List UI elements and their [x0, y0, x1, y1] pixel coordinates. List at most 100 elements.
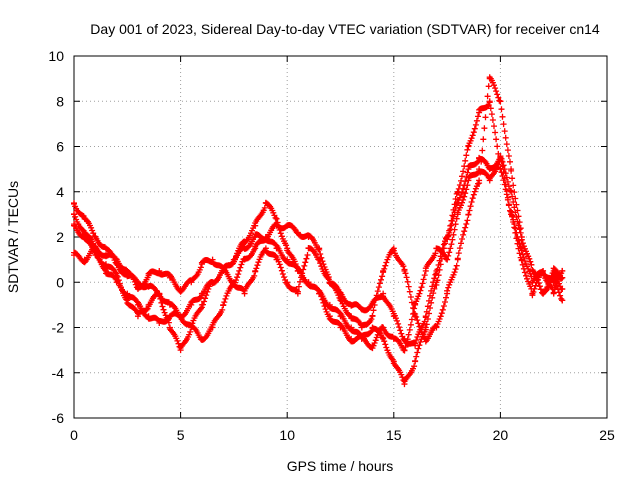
data-point: [433, 245, 440, 252]
series-trace-4: [71, 153, 566, 354]
data-point: [401, 347, 408, 354]
data-point: [422, 324, 429, 331]
data-point: [390, 358, 397, 365]
grid: [74, 56, 607, 418]
data-point: [465, 143, 472, 150]
data-point: [134, 286, 141, 293]
data-point: [305, 234, 312, 240]
x-tick-label: 20: [493, 427, 509, 443]
y-tick-label: 6: [56, 139, 64, 155]
data-point: [390, 245, 397, 252]
data-point: [390, 335, 397, 342]
data-point: [252, 267, 259, 274]
data-point: [380, 267, 387, 274]
data-point: [81, 215, 88, 222]
data-point: [188, 279, 195, 286]
data-point: [305, 245, 312, 252]
data-point: [508, 211, 515, 218]
data-point: [177, 286, 184, 293]
data-point: [156, 319, 163, 326]
data-point: [412, 301, 419, 308]
y-tick-label: 10: [48, 48, 64, 64]
data-point: [284, 245, 291, 252]
data-point: [337, 297, 344, 304]
data-point: [550, 267, 557, 274]
data-point: [454, 188, 461, 195]
data-point: [71, 222, 77, 229]
data-point: [284, 279, 291, 286]
data-point: [444, 234, 451, 240]
chart-title: Day 001 of 2023, Sidereal Day-to-day VTE…: [90, 21, 600, 37]
data-point: [358, 335, 365, 342]
data-point: [124, 290, 131, 297]
data-point: [433, 279, 440, 286]
data-point: [273, 256, 280, 263]
data-point: [294, 267, 301, 274]
data-point: [198, 335, 205, 342]
data-point: [326, 279, 333, 286]
data-point: [444, 256, 451, 263]
data-point: [134, 313, 141, 320]
data-point: [71, 211, 77, 218]
data-point: [71, 252, 77, 259]
y-tick-label: -4: [52, 365, 65, 381]
data-point: [476, 109, 483, 116]
data-point: [422, 335, 429, 342]
data-point: [102, 252, 109, 259]
series-trace-3: [71, 74, 566, 345]
data-point: [284, 256, 291, 263]
data-point: [348, 324, 355, 331]
data-point: [369, 324, 376, 331]
data-point: [529, 290, 536, 297]
data-point: [486, 166, 493, 173]
data-point: [358, 324, 365, 331]
data-point: [230, 256, 237, 263]
x-tick-label: 15: [386, 427, 402, 443]
data-point: [166, 324, 173, 331]
data-point: [390, 313, 397, 320]
series-trace-1: [71, 153, 566, 349]
data-point: [241, 245, 248, 252]
data-point: [124, 267, 131, 274]
data-point: [316, 256, 323, 263]
data-point: [262, 234, 269, 240]
data-point: [540, 267, 547, 274]
data-point: [113, 279, 120, 286]
data-point: [177, 347, 184, 354]
data-point: [166, 313, 173, 320]
data-point: [380, 324, 387, 331]
data-point: [102, 245, 109, 252]
data-point: [476, 154, 483, 161]
data-point: [284, 222, 291, 229]
data-point: [412, 358, 419, 365]
data-point: [241, 238, 248, 245]
data-point: [230, 279, 237, 286]
data-point: [540, 290, 547, 297]
data-point: [198, 290, 205, 297]
data-point: [444, 290, 451, 297]
data-point: [348, 335, 355, 342]
data-point: [358, 306, 365, 313]
y-tick-label: 0: [56, 274, 64, 290]
data-point: [559, 297, 566, 304]
data-point: [559, 267, 566, 274]
data-point: [486, 75, 493, 82]
data-point: [209, 279, 216, 286]
y-tick-label: 8: [56, 93, 64, 109]
data-point: [465, 166, 472, 173]
data-point: [337, 313, 344, 320]
data-point: [294, 290, 301, 297]
y-axis-label: SDTVAR / TECUs: [5, 181, 21, 293]
data-point: [369, 313, 376, 320]
y-tick-label: -2: [52, 320, 65, 336]
data-point: [508, 166, 515, 173]
data-point: [337, 324, 344, 331]
data-point: [145, 272, 152, 279]
data-point: [348, 301, 355, 308]
data-point: [518, 245, 525, 252]
series-trace-2: [71, 98, 566, 388]
data-point: [316, 290, 323, 297]
data-point: [198, 261, 205, 268]
data-point: [529, 279, 536, 286]
